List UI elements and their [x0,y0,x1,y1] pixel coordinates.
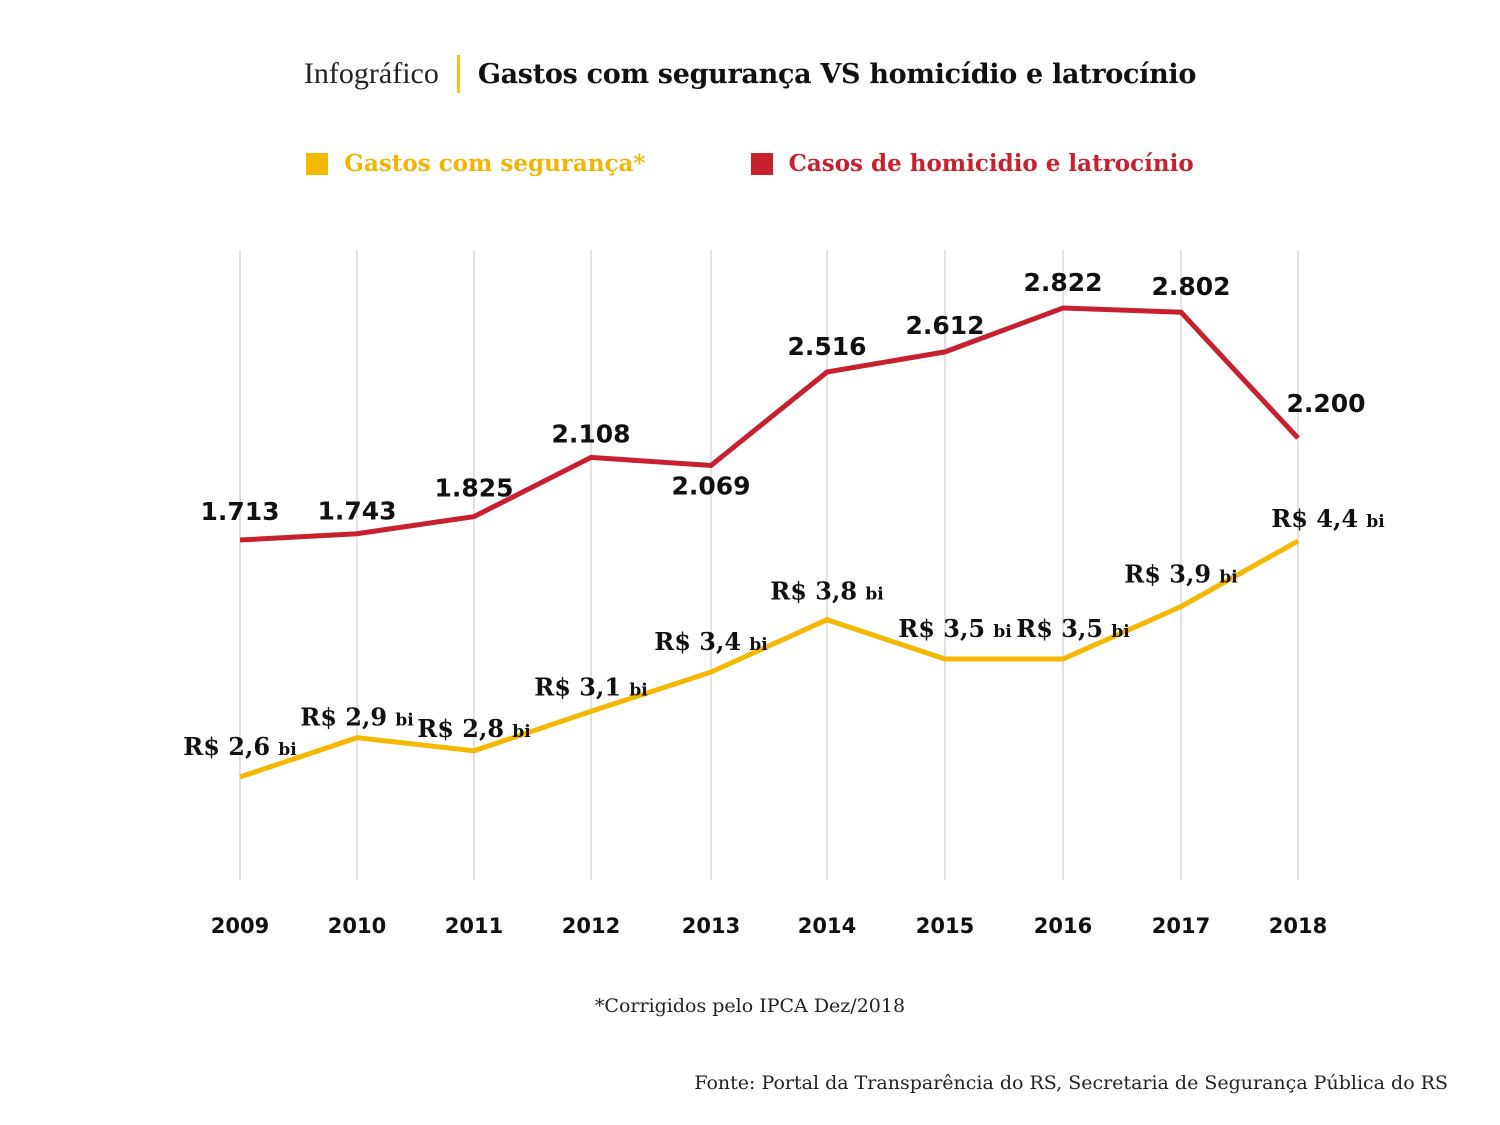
data-label-value: R$ 3,9 [1124,560,1219,589]
data-label-homicidios: 2.802 [1151,272,1230,301]
data-label-gastos: R$ 3,8 bi [770,577,884,606]
data-label-homicidios: 1.713 [200,497,279,526]
data-label-homicidios: 2.822 [1023,268,1102,297]
data-label-unit: bi [993,622,1012,642]
data-label-homicidios: 1.825 [434,474,513,503]
data-label-unit: bi [395,711,414,731]
x-tick-label: 2015 [916,914,974,938]
data-label-value: R$ 2,6 [183,732,278,761]
data-label-homicidios: 2.200 [1286,389,1365,418]
data-label-gastos: R$ 2,6 bi [183,732,297,761]
data-label-value: R$ 3,4 [654,627,749,656]
data-label-unit: bi [1111,622,1130,642]
data-label-unit: bi [865,585,884,605]
chart-header: Infográfico Gastos com segurança VS homic… [0,55,1500,93]
x-tick-label: 2010 [328,914,386,938]
data-label-gastos: R$ 3,5 bi [898,614,1012,643]
data-label-unit: bi [1219,568,1238,588]
source-credit: Fonte: Portal da Transparência do RS, Se… [694,1072,1448,1094]
data-label-homicidios: 1.743 [317,497,396,526]
data-label-gastos: R$ 3,1 bi [534,672,648,701]
legend-item-gastos: Gastos com segurança* [306,150,645,177]
data-label-gastos: R$ 3,4 bi [654,627,768,656]
series-line-gastos [239,538,1300,780]
data-label-value: R$ 4,4 [1271,504,1366,533]
x-tick-label: 2009 [211,914,269,938]
data-label-unit: bi [629,680,648,700]
series-lines [239,305,1300,780]
x-tick-label: 2017 [1152,914,1210,938]
chart-title: Gastos com segurança VS homicídio e latr… [477,58,1197,90]
legend-item-homicidios: Casos de homicidio e latrocínio [750,150,1194,177]
legend-label-gastos: Gastos com segurança* [344,150,646,177]
data-label-gastos: R$ 2,8 bi [417,714,531,743]
data-label-value: R$ 3,1 [534,672,629,701]
legend-swatch-homicidios [750,152,773,175]
header-kicker: Infográfico [303,57,439,90]
data-label-value: R$ 2,8 [417,714,512,743]
footnote: *Corrigidos pelo IPCA Dez/2018 [594,995,906,1017]
chart-legend: Gastos com segurança* Casos de homicidio… [0,150,1500,177]
x-tick-label: 2012 [562,914,620,938]
data-label-homicidios: 2.069 [671,472,750,501]
x-tick-label: 2014 [798,914,856,938]
data-label-unit: bi [278,740,297,760]
legend-swatch-gastos [306,152,329,175]
data-label-gastos: R$ 2,9 bi [300,703,414,732]
data-label-gastos: R$ 4,4 bi [1271,504,1385,533]
data-label-value: R$ 3,5 [898,614,993,643]
data-label-gastos: R$ 3,9 bi [1124,560,1238,589]
header-separator [456,55,460,93]
x-tick-label: 2016 [1034,914,1092,938]
data-label-unit: bi [749,635,768,655]
data-label-gastos: R$ 3,5 bi [1016,614,1130,643]
x-axis: 2009 2010 2011 2012 2013 2014 2015 2016 2017 2018 [211,914,1327,938]
value-labels: 1.713 1.743 1.825 2.108 2.069 2.516 2.612 2.822… [183,268,1385,761]
data-label-unit: bi [1366,512,1385,532]
data-label-value: R$ 2,9 [300,703,395,732]
x-tick-label: 2018 [1269,914,1327,938]
data-label-unit: bi [512,722,531,742]
x-tick-label: 2013 [682,914,740,938]
data-label-homicidios: 2.612 [905,311,984,340]
series-line-homicidios [239,305,1300,543]
data-label-value: R$ 3,8 [770,577,865,606]
data-label-homicidios: 2.516 [787,332,866,361]
data-label-value: R$ 3,5 [1016,614,1111,643]
x-tick-label: 2011 [445,914,503,938]
legend-label-homicidios: Casos de homicidio e latrocínio [788,150,1194,177]
data-label-homicidios: 2.108 [551,419,630,448]
